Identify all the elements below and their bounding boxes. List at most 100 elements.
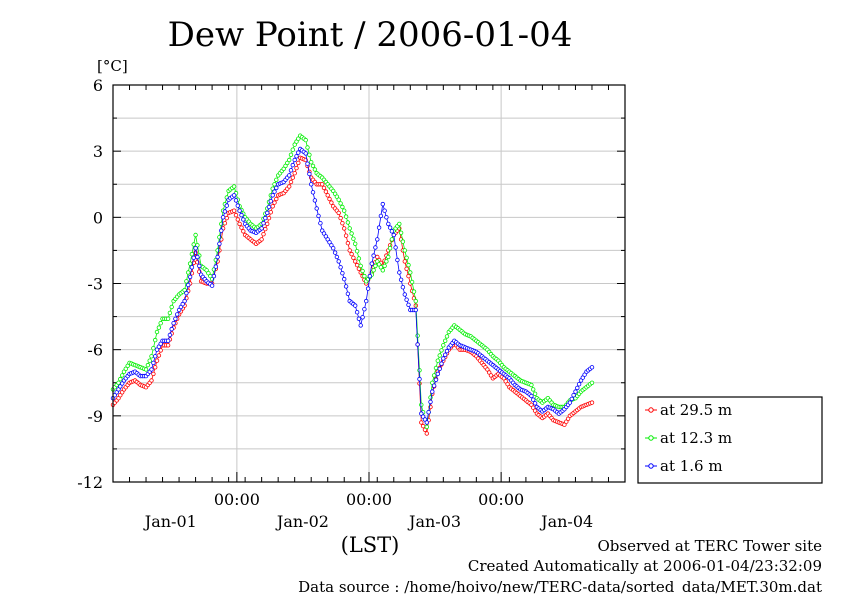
data-point	[123, 366, 128, 371]
legend-swatch-marker	[648, 463, 654, 469]
data-point	[296, 160, 301, 166]
data-point	[151, 360, 156, 366]
data-point	[336, 259, 341, 264]
data-point	[187, 274, 193, 280]
data-point	[263, 215, 268, 221]
data-point	[233, 212, 239, 218]
data-point	[430, 389, 435, 394]
data-point	[224, 215, 229, 221]
data-point	[420, 423, 426, 429]
data-point	[397, 221, 402, 227]
data-point	[582, 372, 587, 377]
x-time-tick-label: 00:00	[214, 490, 260, 509]
data-point	[404, 297, 409, 302]
data-point	[371, 268, 376, 273]
data-point	[143, 367, 149, 372]
data-point	[343, 233, 349, 238]
data-point	[152, 365, 158, 370]
data-point	[395, 257, 400, 263]
data-point	[149, 378, 154, 383]
data-point	[231, 193, 237, 198]
data-point	[378, 213, 384, 219]
data-point	[182, 298, 187, 304]
data-point	[400, 285, 406, 290]
legend-box	[637, 396, 823, 484]
data-point	[147, 358, 152, 363]
data-point	[184, 279, 189, 284]
data-point	[152, 354, 158, 359]
data-point	[417, 376, 422, 382]
data-point	[387, 245, 393, 251]
data-point	[589, 365, 595, 370]
legend-swatch-marker	[648, 435, 654, 441]
y-tick-label: -9	[87, 407, 103, 426]
data-point	[353, 241, 358, 246]
data-point	[431, 373, 437, 378]
data-point	[154, 358, 160, 363]
data-point	[351, 255, 356, 260]
data-point	[402, 248, 407, 253]
data-point	[213, 264, 218, 269]
data-point	[195, 254, 200, 260]
data-point	[294, 165, 299, 171]
data-point	[347, 226, 352, 231]
data-point	[406, 262, 411, 268]
data-point	[441, 343, 446, 348]
data-point	[332, 250, 338, 255]
data-point	[362, 307, 367, 312]
data-point	[413, 307, 418, 313]
x-time-tick-label: 00:00	[478, 490, 524, 509]
data-point	[270, 193, 275, 198]
data-point	[220, 215, 226, 220]
data-point	[373, 245, 378, 250]
data-point	[237, 221, 242, 227]
data-point	[231, 208, 237, 213]
data-point	[217, 241, 222, 246]
data-point	[531, 397, 536, 402]
data-point	[185, 270, 191, 275]
data-point	[439, 361, 444, 366]
data-point	[193, 232, 198, 238]
plot-frame	[112, 84, 626, 483]
data-point	[358, 263, 363, 269]
data-point	[358, 323, 363, 328]
data-point	[268, 209, 273, 215]
x-axis-ticks: 00:00 00:00 00:00 Jan-01 Jan-02 Jan-03 Jan-04	[112, 85, 626, 531]
data-point	[529, 393, 534, 399]
data-point	[389, 229, 395, 234]
data-point	[529, 382, 534, 388]
data-point	[365, 286, 371, 291]
observed-site-note: Observed at TERC Tower site	[597, 537, 822, 555]
data-point	[351, 236, 356, 241]
data-point	[375, 237, 380, 242]
data-point	[340, 271, 345, 276]
legend-label: at 12.3 m	[660, 429, 732, 447]
data-point	[380, 201, 385, 207]
data-point	[290, 175, 295, 180]
data-point	[382, 263, 387, 269]
data-point	[191, 255, 196, 260]
data-point	[296, 150, 301, 155]
data-point	[411, 289, 417, 294]
data-point	[158, 321, 163, 326]
data-point	[362, 273, 367, 279]
data-point	[303, 151, 308, 156]
data-point	[343, 284, 349, 289]
data-point	[360, 268, 365, 274]
data-point	[369, 261, 374, 266]
data-point	[433, 377, 439, 382]
x-axis-label: (LST)	[341, 533, 400, 557]
data-point	[312, 167, 318, 172]
data-point	[154, 347, 160, 352]
series-3	[110, 146, 595, 425]
data-point	[336, 210, 341, 216]
data-point	[349, 251, 354, 257]
data-point	[576, 382, 582, 387]
data-point	[406, 302, 411, 307]
data-point	[272, 200, 277, 205]
data-point	[569, 396, 574, 402]
data-point	[386, 221, 391, 227]
legend-swatch-marker	[648, 407, 654, 413]
data-point	[165, 343, 171, 348]
data-point	[321, 185, 327, 191]
